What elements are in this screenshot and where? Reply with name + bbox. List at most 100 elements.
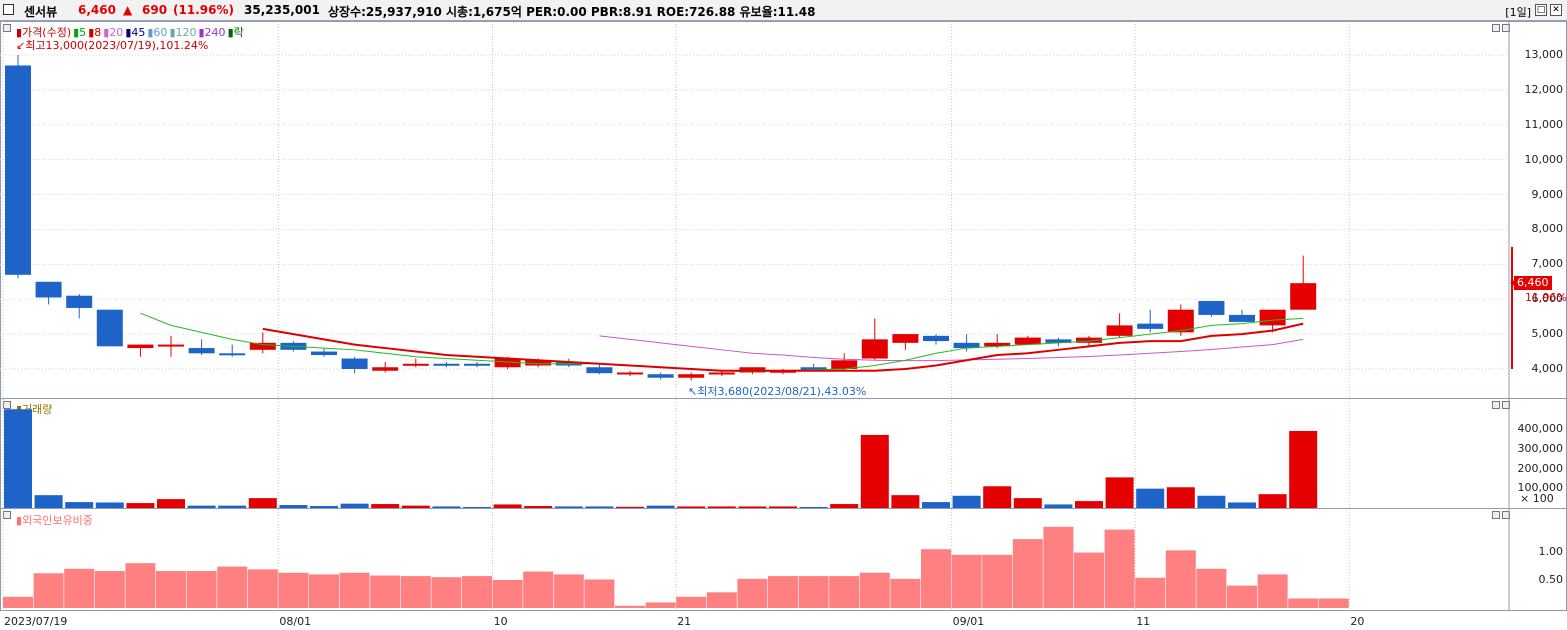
foreign-ratio-bar [1227, 585, 1257, 608]
low-annotation-text: 최저3,680(2023/08/21),43.03% [697, 385, 867, 398]
current-price-tag: 6,460 [1514, 276, 1552, 290]
trade-volume: 35,235,001 [244, 3, 320, 17]
y-tick-label: 300,000 [1517, 441, 1564, 455]
legend-item[interactable]: ▮20 [103, 26, 124, 39]
foreign-ratio-bar [1104, 529, 1135, 608]
candle-body [861, 339, 888, 359]
candle-body [464, 363, 490, 366]
foreign-ratio-bar [1196, 568, 1227, 608]
y-tick-label: 4,000 [1531, 362, 1564, 375]
legend-item[interactable]: ▮락 [227, 26, 244, 39]
y-tick-label: 7,000 [1531, 257, 1564, 271]
maximize-icon[interactable]: □ [1535, 4, 1547, 16]
foreign-ratio-bar [462, 576, 492, 608]
y-tick-label: 200,000 [1517, 461, 1564, 475]
candle-body [96, 309, 123, 347]
volume-bar [279, 505, 308, 508]
volume-bar [463, 507, 491, 508]
volume-bar [1289, 430, 1318, 508]
volume-bar [830, 504, 859, 508]
volume-bar [769, 506, 797, 508]
ma20-line [262, 322, 1304, 372]
candle-body [341, 358, 368, 369]
high-annotation-text: 최고13,000(2023/07/19),101.24% [25, 39, 209, 52]
x-tick-label: 10 [493, 615, 508, 628]
candle-body [1259, 309, 1286, 326]
foreign-ratio-bar [553, 574, 584, 608]
price-pointer-icon [1510, 279, 1516, 287]
legend-item[interactable]: ▮가격(수정) [16, 26, 72, 39]
foreign-ratio-bar [1043, 526, 1074, 608]
candle-body [892, 334, 919, 343]
pane-minimize-icon[interactable] [1492, 401, 1500, 409]
candle-body [953, 342, 980, 349]
legend-item[interactable]: ▮120 [169, 26, 197, 39]
volume-bar [677, 506, 706, 508]
volume-bar [738, 506, 767, 508]
close-icon[interactable]: ✕ [1550, 4, 1562, 16]
candle-body [1014, 337, 1041, 345]
legend-item[interactable]: ▮8 [88, 26, 102, 39]
foreign-ratio-bar [370, 575, 401, 608]
foreign-ratio-bar [982, 554, 1013, 608]
foreign-ratio-bar [309, 574, 339, 608]
legend-item[interactable]: ▮45 [125, 26, 146, 39]
foreign-ratio-bar [400, 576, 431, 608]
foreign-ratio-bar [125, 563, 156, 608]
candle-body [1198, 300, 1225, 315]
price-change-pct: (11.96%) [173, 3, 234, 17]
foreign-ratio-bar [921, 549, 951, 608]
ma60-line [599, 335, 1304, 362]
foreign-ratio-bar [829, 576, 860, 608]
volume-bar [922, 502, 950, 508]
current-pct-tag: 11.96% [1525, 291, 1567, 304]
foreign-ratio-bar [156, 571, 186, 608]
foreign-ratio-bar [859, 572, 890, 608]
legend-item[interactable]: ▮240 [198, 26, 226, 39]
pane-minimize-icon[interactable] [1492, 511, 1500, 519]
foreign-ratio-bar [1135, 577, 1166, 608]
pane-minimize-icon[interactable] [1492, 24, 1500, 32]
candle-body [984, 342, 1011, 347]
stock-header-bar: 센서뷰 6,460 ▲ 690 (11.96%) 35,235,001 상장수:… [0, 0, 1567, 21]
period-selector[interactable]: [1일] [1505, 6, 1531, 19]
foreign-ratio-bar [523, 571, 554, 608]
low-annotation: ↖최저3,680(2023/08/21),43.03% [688, 385, 867, 398]
foreign-ratio-bar [1074, 552, 1104, 608]
foreign-ratio-bar [737, 578, 768, 608]
volume-bar [1166, 487, 1195, 508]
foreign-ratio-bar [64, 568, 95, 608]
candle-body [372, 367, 399, 371]
y-tick-label: 13,000 [1524, 48, 1564, 61]
volume-bar [310, 506, 338, 508]
volume-bar [860, 434, 889, 508]
current-price: 6,460 [78, 3, 116, 17]
header-checkbox[interactable] [3, 4, 14, 15]
volume-bar [493, 504, 522, 508]
price-legend: ▮가격(수정) ▮5 ▮8 ▮20 ▮45 ▮60 ▮120 ▮240 ▮락 [16, 24, 246, 40]
candle-body [1076, 337, 1102, 343]
foreign-ratio-bar [33, 573, 64, 608]
legend-item[interactable]: ▮5 [73, 26, 87, 39]
volume-bar [983, 486, 1012, 508]
foreign-ratio-bar [951, 554, 982, 608]
candle-body [188, 348, 215, 354]
volume-bar [524, 506, 553, 508]
candle-body [1137, 323, 1164, 329]
candle-body [311, 351, 337, 356]
stock-name: 센서뷰 [24, 5, 58, 19]
candle-body [800, 367, 827, 371]
foreign-ratio-bar [1318, 598, 1349, 608]
volume-bar [401, 505, 430, 508]
foreign-ratio-bar [94, 571, 125, 608]
legend-item[interactable]: ▮60 [147, 26, 168, 39]
volume-bar [432, 506, 461, 508]
volume-bar [646, 505, 675, 508]
volume-bar [340, 503, 369, 508]
volume-bar [248, 498, 277, 508]
candle-body [678, 374, 705, 378]
foreign-ratio-bar [645, 602, 676, 608]
foreign-ratio-bar [890, 578, 921, 608]
volume-bar [157, 499, 185, 508]
